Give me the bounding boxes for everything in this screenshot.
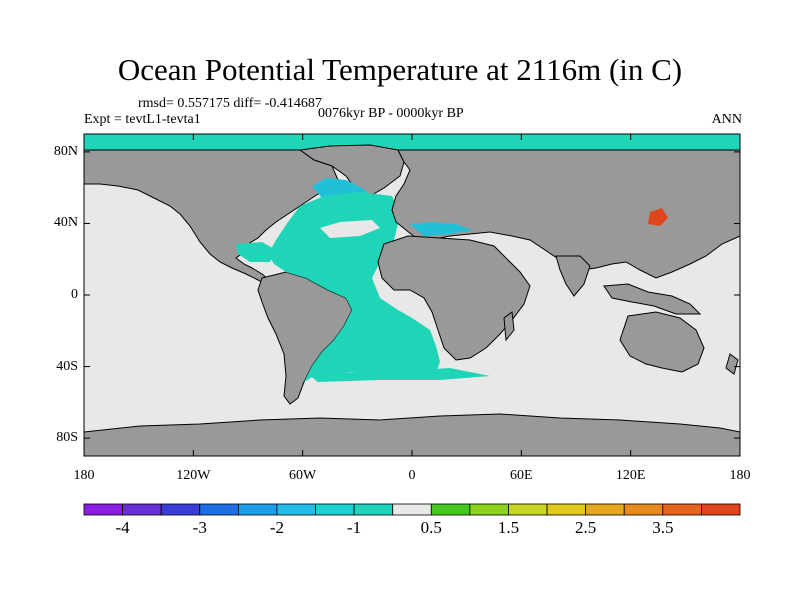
colorbar-label: -1 [347,518,362,537]
colorbar-swatch [546,503,587,516]
colorbar-swatch [430,503,471,516]
season-label: ANN [711,112,742,127]
africa [377,235,531,361]
lon-tick-label: 120W [176,468,211,483]
colorbar-swatch [701,503,741,516]
lon-tick-label: 0 [408,468,416,483]
colorbar-label: -3 [192,518,207,537]
colorbar-swatch [392,503,432,516]
australia [619,311,705,373]
arctic-anomaly [84,134,740,150]
lon-tick-label: 120E [615,468,646,483]
colorbar-swatch [237,503,278,516]
lon-tick-label: 180 [73,468,95,483]
colorbar-swatch [83,503,123,516]
colorbar-swatch [623,503,664,516]
lon-tick-label: 60E [510,468,533,483]
colorbar-swatch [469,503,509,516]
colorbar [83,503,741,516]
madagascar [503,311,515,342]
mediterranean-anomaly [410,222,472,236]
atlantic-south-strip [308,368,490,382]
colorbar-label: 3.5 [652,518,674,537]
colorbar-swatch [662,503,702,516]
colorbar-swatch [315,503,355,516]
new-zealand [725,353,739,375]
colorbar-label: 1.5 [497,518,520,537]
period-label: 0076kyr BP - 0000kyr BP [318,106,464,121]
lon-tick-label: 60W [289,468,317,483]
longitude-ticks [83,134,741,456]
colorbar-swatch [585,503,625,516]
eurasia [391,149,741,279]
maritime-continent [603,283,702,315]
lat-tick-label: 40N [53,215,78,231]
colorbar-label: -4 [115,518,130,537]
colorbar-swatch [508,503,548,516]
lat-tick-label: 80N [53,143,78,159]
north-america [83,149,339,287]
japan-anomaly [648,208,668,226]
colorbar-swatch [353,503,394,516]
india [555,255,591,297]
colorbar-label: -2 [269,518,285,537]
latitude-ticks [84,151,740,439]
lat-tick-label: 40S [56,358,78,374]
experiment-label: Expt = tevtL1-tevta1 [84,112,201,127]
north-atlantic-light-patch [320,220,380,238]
lat-tick-label: 0 [71,287,78,302]
colorbar-swatch [276,503,316,516]
caribbean-anomaly [236,242,276,262]
map-title: Ocean Potential Temperature at 2116m (in… [117,52,683,87]
colorbar-swatch [122,503,162,516]
lat-tick-label: 80S [56,430,78,446]
lon-tick-label: 180 [729,468,751,483]
colorbar-label: 0.5 [420,518,442,537]
atlantic-anomaly [268,192,440,382]
map-panel [83,133,741,457]
colorbar-swatch [160,503,201,516]
colorbar-label: 2.5 [575,518,597,537]
stats-line: rmsd= 0.557175 diff= -0.414687 [138,96,322,111]
colorbar-swatch [199,503,239,516]
